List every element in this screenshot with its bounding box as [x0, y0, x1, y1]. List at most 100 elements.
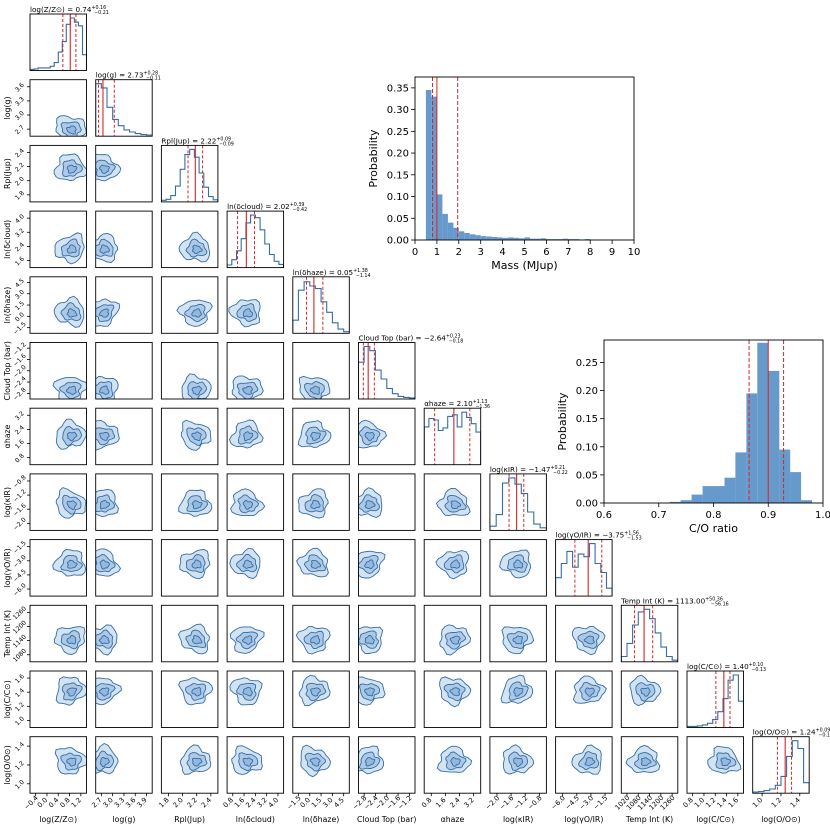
- diag-panel-0: log(Z/Z⊙) = 0.74+0.16 −0.21: [29, 5, 109, 71]
- contour-level: [443, 554, 465, 574]
- x-tick-label: −3.0: [578, 794, 595, 811]
- y-axis-label: Probability: [367, 129, 380, 188]
- contour-level: [450, 500, 462, 510]
- histogram-bar: [469, 234, 476, 240]
- contour-level: [95, 629, 114, 649]
- contour-level: [449, 687, 461, 697]
- y-tick-label: 0.00: [576, 499, 598, 510]
- contour-panel-11-3: 0.81.62.43.24.0ln(δcloud): [222, 736, 285, 824]
- panel-frame: [29, 539, 87, 597]
- contour-level: [98, 431, 110, 441]
- contour-level: [60, 555, 84, 573]
- diag-panel-8: log(γO/IR) = −3.75+1.56 −1.53: [555, 531, 642, 597]
- contour-panel-11-8: −6.0−4.5−3.0−1.5 log(γO/IR): [550, 736, 613, 824]
- contour-panel-10-1: [95, 670, 153, 728]
- panel-frame: [160, 342, 219, 400]
- panel-frame: [160, 670, 219, 728]
- contour-level: [508, 751, 528, 772]
- contour-level: [95, 159, 116, 178]
- contour-level: [715, 752, 737, 770]
- contour-level: [304, 381, 325, 399]
- contour-level: [191, 559, 202, 569]
- diag-title: Rpl(Jup) = 2.22+0.09 −0.09: [161, 136, 233, 147]
- contour-level: [583, 635, 595, 645]
- contour-level: [444, 631, 467, 650]
- contour-panel-4-0: −1.50.01.53.04.5ln(δhaze): [3, 276, 87, 336]
- contour-panel-4-3: [226, 276, 285, 334]
- contour-panel-11-6: 0.8 1.6 2.4 3.2 αhaze: [420, 736, 482, 824]
- contour-level: [95, 427, 115, 446]
- panel-frame: [160, 276, 219, 334]
- y-tick-label: 3.6: [14, 82, 26, 94]
- y-tick-label: 3.0: [14, 110, 26, 122]
- panel-frame: [160, 604, 219, 663]
- contour-level: [435, 488, 471, 516]
- contour-level: [634, 752, 657, 770]
- histogram-bar: [680, 500, 692, 503]
- diag-histogram: [30, 17, 87, 71]
- diag-panel-2: Rpl(Jup) = 2.22+0.09 −0.09: [160, 136, 234, 203]
- y-tick-label: 0.10: [387, 192, 409, 203]
- y-tick-label: 1.5: [14, 300, 26, 312]
- panel-frame: [95, 144, 153, 203]
- contour-panel-5-1: [95, 342, 153, 400]
- x-tick-label: 6: [543, 247, 549, 258]
- y-tick-label: 1.0: [14, 715, 26, 727]
- diag-title: Cloud Top (bar) = −2.64+0.23 −0.18: [359, 334, 464, 345]
- contour-level: [310, 431, 322, 441]
- diag-title: ln(δhaze) = 0.05+1.38 −1.14: [293, 268, 371, 279]
- contour-panel-9-2: [160, 604, 219, 663]
- contour-panel-7-5: [358, 473, 416, 531]
- contour-level: [364, 431, 375, 442]
- contour-panel-6-4: [292, 407, 350, 466]
- panel-frame: [160, 473, 219, 531]
- x-tick-label: 0.9: [760, 510, 776, 521]
- y-axis-label: Temp Int (K): [3, 610, 12, 658]
- contour-level: [238, 752, 259, 772]
- contour-level: [303, 630, 324, 650]
- contour-level: [242, 308, 253, 318]
- x-tick-label: 4.5: [333, 796, 346, 809]
- contour-level: [95, 554, 116, 573]
- histogram-bar: [524, 237, 530, 240]
- contour-level: [303, 554, 327, 572]
- panel-frame: [292, 473, 350, 531]
- diag-histogram: [227, 214, 284, 268]
- y-axis-label: log(κIR): [3, 487, 12, 517]
- y-tick-label: 1.6: [14, 673, 26, 685]
- contour-level: [66, 244, 77, 254]
- panel-frame: [29, 144, 87, 203]
- y-tick-label: 1.4: [14, 687, 26, 699]
- contour-level: [54, 747, 87, 775]
- contour-level: [443, 682, 466, 702]
- panel-frame: [160, 144, 219, 203]
- contour-panel-8-6: [423, 539, 482, 597]
- panel-frame: [555, 670, 613, 728]
- contour-level: [184, 304, 206, 322]
- contour-level: [66, 431, 78, 442]
- contour-level: [358, 745, 385, 775]
- diag-title: ln(δcloud) = 2.02+0.39 −0.42: [227, 202, 307, 213]
- contour-panel-11-2: 1.8 2.0 2.2 2.4 Rpl(Jup): [157, 736, 219, 824]
- contour-level: [499, 549, 532, 579]
- x-axis-label: ln(δcloud): [236, 815, 275, 824]
- diag-histogram: [95, 83, 153, 137]
- panel-frame: [95, 210, 153, 269]
- contour-panel-9-7: [489, 604, 547, 663]
- contour-level: [577, 751, 600, 770]
- contour-level: [502, 744, 535, 775]
- contour-panel-8-4: [292, 539, 350, 597]
- histogram-bar: [447, 222, 454, 240]
- x-tick-label: 1.0: [815, 510, 830, 521]
- x-tick-label: 4.0: [267, 796, 280, 809]
- panel-frame: [358, 342, 416, 400]
- contour-panel-6-5: [358, 407, 416, 466]
- contour-panel-11-0: −0.40.00.40.81.2log(Z/Z⊙)1.01.21.4log(O/…: [3, 736, 87, 824]
- y-axis-label: ln(δhaze): [3, 287, 12, 324]
- contour-level: [65, 385, 77, 396]
- contour-level: [236, 381, 259, 399]
- x-axis-label: log(C/C⊙): [696, 815, 734, 824]
- x-axis-label: Rpl(Jup): [174, 815, 205, 824]
- histogram-bar: [442, 213, 448, 240]
